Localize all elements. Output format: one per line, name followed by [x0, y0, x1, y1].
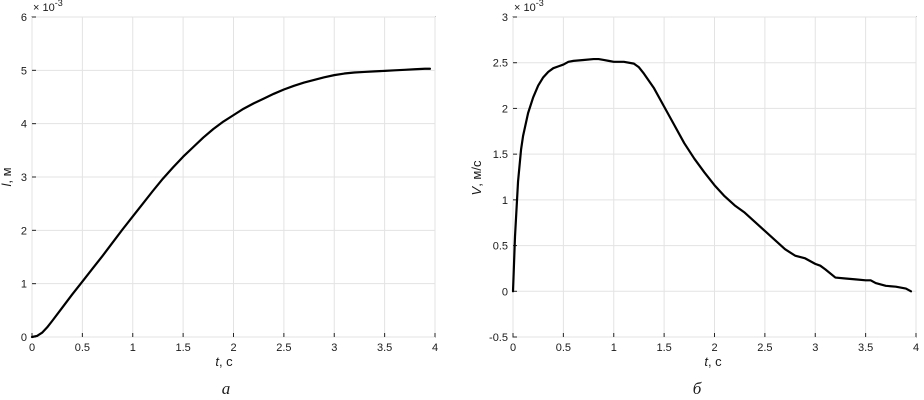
- chart-b-xlabel: t, с: [704, 354, 722, 369]
- chart-b-xtick-label: 1: [611, 342, 617, 354]
- chart-a-caption: а: [222, 379, 231, 398]
- chart-a-ytick-label: 4: [21, 119, 27, 131]
- chart-a-ytick-label: 0: [21, 332, 27, 344]
- chart-b-ytick-label: 2: [502, 103, 508, 115]
- chart-a-xtick-label: 1.5: [175, 342, 190, 354]
- chart-a-ytick-label: 2: [21, 225, 27, 237]
- chart-b-ytick-label: 2.5: [493, 58, 508, 70]
- chart-b-yticks: -0.5 0 0.5 1 1.5 2 2.5 3: [489, 12, 517, 344]
- chart-a-xtick-label: 0.5: [75, 342, 90, 354]
- chart-a-ytick-label: 5: [21, 65, 27, 77]
- chart-b-xtick-label: 1.5: [656, 342, 671, 354]
- chart-a-ylabel: l, м: [0, 167, 14, 186]
- chart-b-xtick-label: 4: [913, 342, 919, 354]
- chart-b-xtick-label: 0: [510, 342, 516, 354]
- chart-b-ytick-label: 0: [502, 286, 508, 298]
- chart-b-y-exponent: × 10-3: [514, 0, 544, 14]
- chart-b-series-line: [511, 57, 913, 293]
- chart-a-ytick-label: 6: [21, 12, 27, 24]
- chart-a-xtick-label: 3: [331, 342, 337, 354]
- chart-a-xtick-label: 2: [230, 342, 236, 354]
- chart-a-y-exponent: × 10-3: [33, 0, 63, 14]
- chart-b-ylabel: V, м/с: [469, 160, 484, 195]
- chart-a-xtick-label: 4: [432, 342, 438, 354]
- chart-b-ytick-label: 0.5: [493, 241, 508, 253]
- chart-a-xtick-label: 2.5: [276, 342, 291, 354]
- chart-a: 0 0.5 1 1.5 2 2.5 3 3.5 4 0 1 2 3 4 5 6 × 10-3 t, с l,…: [0, 0, 438, 398]
- chart-b-xtick-label: 3: [812, 342, 818, 354]
- chart-b-xtick-label: 2: [711, 342, 717, 354]
- chart-b-xticks: 0 0.5 1 1.5 2 2.5 3 3.5 4: [510, 333, 919, 354]
- chart-a-xticks: 0 0.5 1 1.5 2 2.5 3 3.5 4: [29, 333, 438, 354]
- chart-b-ytick-label: 3: [502, 12, 508, 24]
- chart-b-xtick-label: 0.5: [556, 342, 571, 354]
- chart-a-xtick-label: 3.5: [377, 342, 392, 354]
- chart-a-xlabel: t, с: [215, 354, 233, 369]
- chart-b-xtick-label: 2.5: [757, 342, 772, 354]
- chart-a-ytick-label: 1: [21, 279, 27, 291]
- chart-b: 0 0.5 1 1.5 2 2.5 3 3.5 4 -0.500.511.522.53 × 10…: [469, 0, 919, 398]
- chart-a-series-line: [30, 67, 432, 339]
- chart-b-ytick-label: 1: [502, 195, 508, 207]
- chart-a-ytick-label: 3: [21, 172, 27, 184]
- chart-b-grid: [512, 16, 917, 338]
- chart-b-ytick-label: -0.5: [489, 332, 508, 344]
- chart-a-xtick-label: 1: [130, 342, 136, 354]
- chart-b-ytick-label: 1.5: [493, 149, 508, 161]
- chart-b-xtick-label: 3.5: [858, 342, 873, 354]
- chart-b-caption: б: [693, 379, 702, 398]
- chart-a-xtick-label: 0: [29, 342, 35, 354]
